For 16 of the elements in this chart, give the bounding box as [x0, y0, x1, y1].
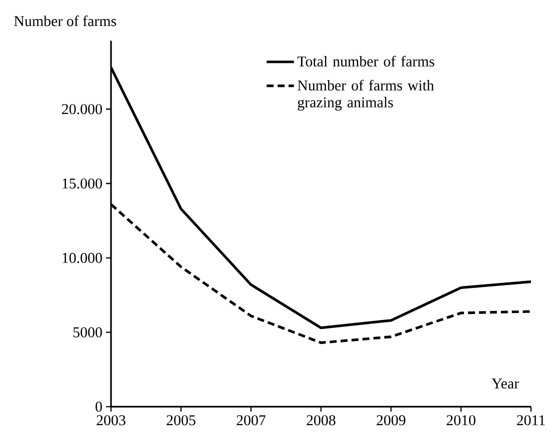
x-tick-label: 2010 — [446, 415, 476, 426]
x-tick-label: 2009 — [376, 415, 406, 426]
x-tick-label: 2008 — [306, 415, 336, 426]
legend-label: Total number of farms — [297, 56, 434, 67]
y-tick-label: 15.000 — [62, 178, 102, 189]
y-tick-label: 20.000 — [62, 104, 102, 114]
x-tick-label: 2011 — [516, 415, 545, 426]
x-tick-label: 2005 — [166, 415, 196, 426]
legend-label: Number of farms with grazing animals — [298, 80, 434, 111]
x-tick-label: 2007 — [236, 415, 266, 426]
y-axis-title: Number of farms — [14, 16, 116, 26]
y-tick-label: 5000 — [73, 327, 102, 338]
x-tick-label: 2003 — [96, 415, 126, 426]
y-tick-label: 0 — [96, 402, 102, 412]
x-axis-title: Year — [492, 378, 519, 389]
y-tick-label: 10.000 — [62, 252, 102, 263]
